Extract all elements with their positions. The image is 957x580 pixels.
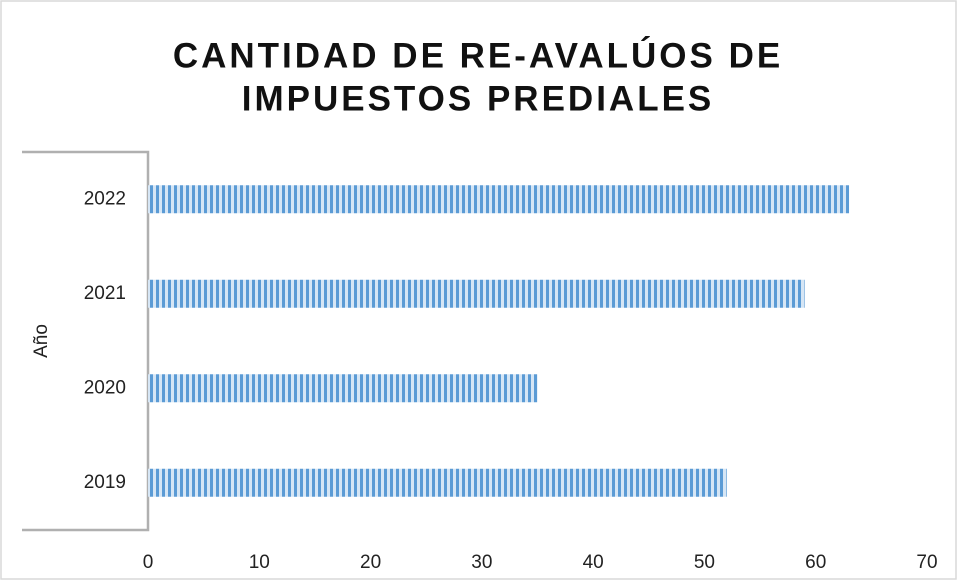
bar (148, 468, 727, 497)
x-tick-label: 20 (360, 552, 381, 573)
y-axis (22, 150, 150, 532)
bar (148, 185, 850, 214)
y-tick-label: 2021 (84, 283, 126, 304)
x-tick-label: 70 (916, 552, 937, 573)
y-tick-label: 2022 (84, 188, 126, 209)
x-tick-label: 50 (694, 552, 715, 573)
x-tick-label: 30 (471, 552, 492, 573)
y-tick-label: 2020 (84, 377, 126, 398)
y-tick-label: 2019 (84, 472, 126, 493)
x-tick-label: 0 (143, 552, 154, 573)
x-tick-label: 60 (805, 552, 826, 573)
chart-title: CANTIDAD DE RE-AVALÚOS DE (173, 35, 783, 75)
y-axis-label: Año (31, 324, 52, 358)
bar (148, 374, 538, 403)
x-tick-label: 10 (249, 552, 270, 573)
x-tick-label: 40 (583, 552, 604, 573)
chart-title: IMPUESTOS PREDIALES (242, 79, 715, 118)
bar (148, 279, 805, 308)
